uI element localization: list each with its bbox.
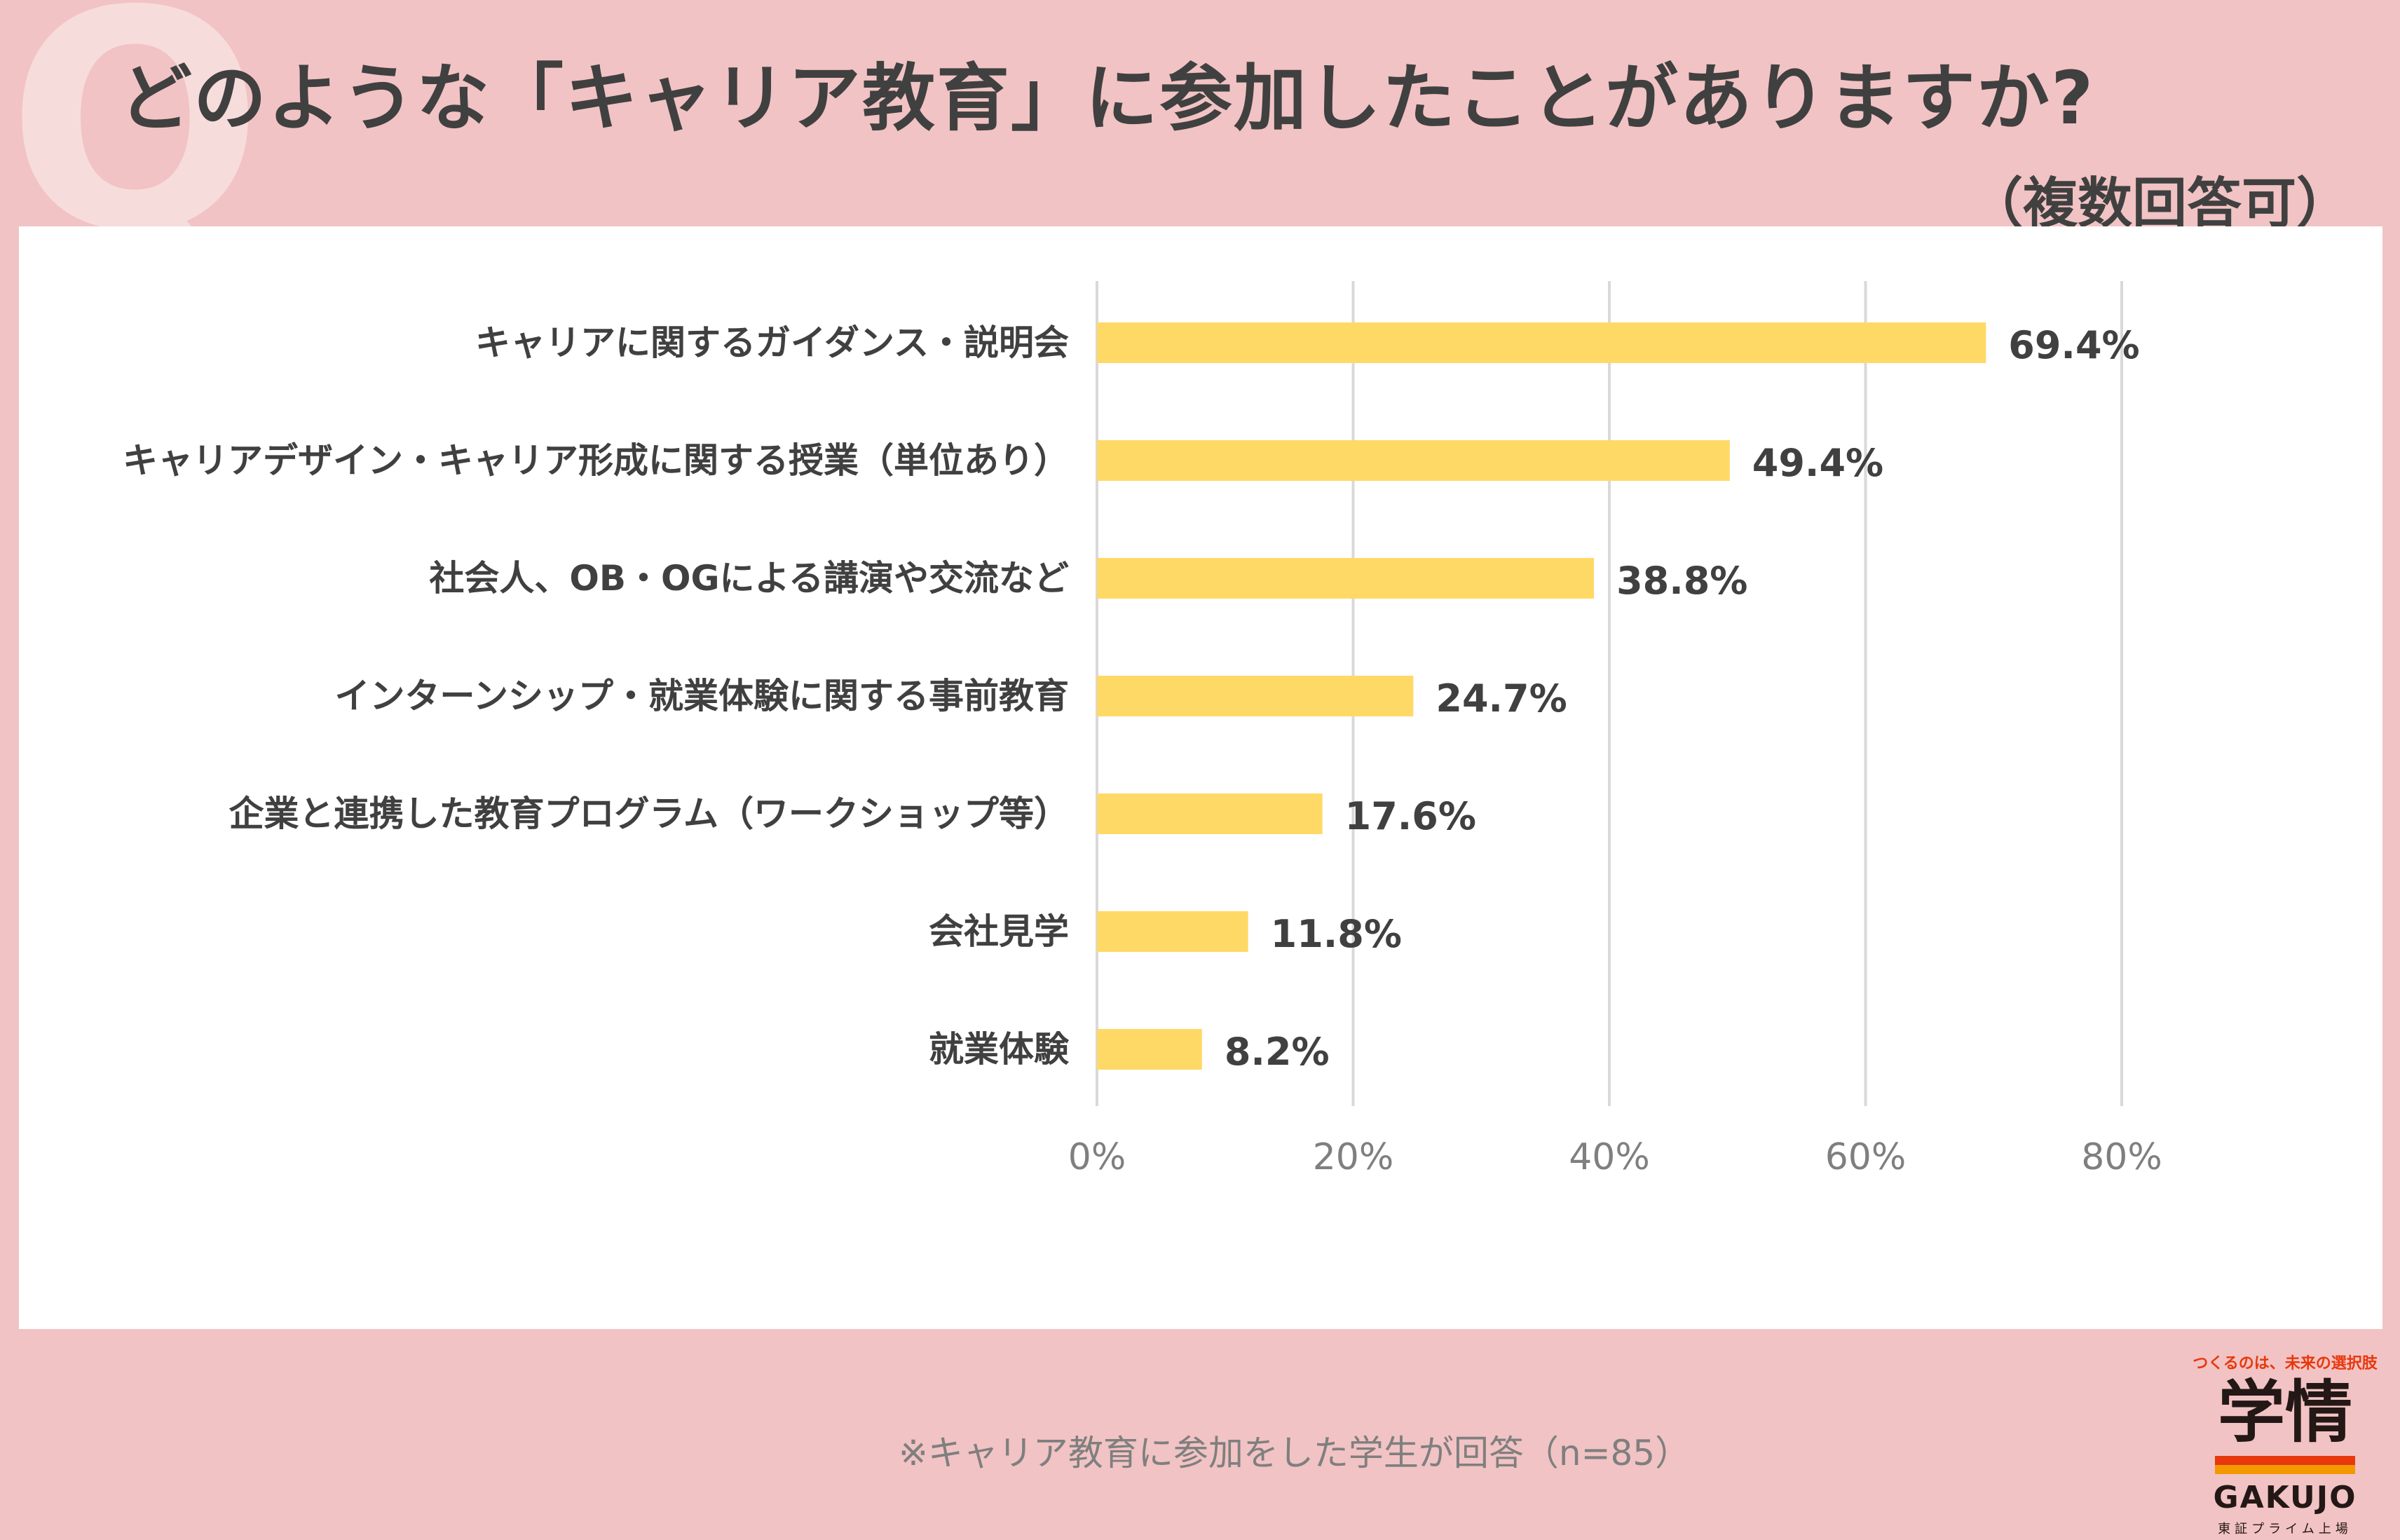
logo-tagline: つくるのは、未来の選択肢 xyxy=(2193,1355,2378,1372)
category-label-1: キャリアに関するガイダンス・説明会 xyxy=(475,322,1069,363)
page-subtitle: （複数回答可） xyxy=(1968,172,2351,236)
chart-panel: 0% 20% 40% 60% 80% キャリアに関するガイダンス・説明会 69.4% キャリア… xyxy=(19,226,2382,1536)
tick-label-60: 60% xyxy=(1825,1136,1907,1178)
logo-wordmark: GAKUJO xyxy=(2213,1480,2357,1515)
category-label-5: 企業と連携した教育プログラム（ワークショップ等） xyxy=(229,793,1070,834)
category-label-3: 社会人、OB・OGによる講演や交流など xyxy=(429,558,1069,599)
value-label-2: 49.4% xyxy=(1752,441,1883,485)
tick-label-0: 0% xyxy=(1068,1136,1126,1178)
bar-2 xyxy=(1097,440,1730,481)
tick-label-20: 20% xyxy=(1313,1136,1394,1178)
logo-color-bar xyxy=(2215,1456,2355,1474)
bar-1 xyxy=(1097,322,1986,363)
value-label-4: 24.7% xyxy=(1436,676,1567,721)
value-label-1: 69.4% xyxy=(2008,323,2139,367)
category-label-2: キャリアデザイン・キャリア形成に関する授業（単位あり） xyxy=(123,440,1069,481)
value-label-6: 11.8% xyxy=(1271,912,1402,956)
tick-label-40: 40% xyxy=(1569,1136,1650,1178)
value-label-7: 8.2% xyxy=(1225,1030,1330,1074)
footnote: ※キャリア教育に参加をした学生が回答（n=85） xyxy=(899,1433,1691,1473)
category-label-4: インターンシップ・就業体験に関する事前教育 xyxy=(335,676,1070,716)
logo-kanji: 学情 xyxy=(2218,1373,2352,1452)
bar-6 xyxy=(1097,911,1248,952)
tick-label-80: 80% xyxy=(2081,1136,2162,1178)
bar-4 xyxy=(1097,676,1414,716)
bar-chart: 0% 20% 40% 60% 80% キャリアに関するガイダンス・説明会 69.4% キャリア… xyxy=(123,281,2162,1178)
logo-listed-text: 東証プライム上場 xyxy=(2218,1522,2352,1536)
bar-5 xyxy=(1097,793,1323,834)
value-label-3: 38.8% xyxy=(1616,559,1747,603)
page-title: どのような「キャリア教育」に参加したことがありますか? xyxy=(119,55,2095,141)
category-label-6: 会社見学 xyxy=(929,911,1069,952)
bar-3 xyxy=(1097,558,1595,599)
gakujo-logo: つくるのは、未来の選択肢 学情 GAKUJO 東証プライム上場 xyxy=(2183,1351,2387,1540)
bar-7 xyxy=(1097,1029,1202,1070)
value-label-5: 17.6% xyxy=(1345,794,1476,838)
category-label-7: 就業体験 xyxy=(929,1029,1070,1070)
